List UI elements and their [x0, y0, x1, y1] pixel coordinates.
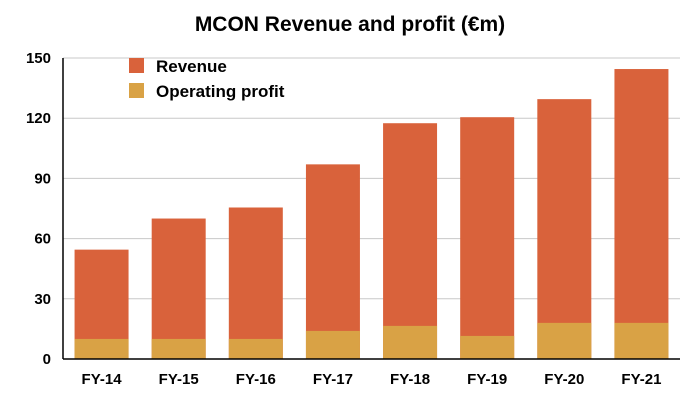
bar-revenue-fy-15	[151, 218, 206, 359]
x-tick-label: FY-14	[82, 371, 123, 388]
y-tick-label: 60	[34, 231, 51, 248]
axes	[62, 58, 680, 360]
bar-operating-profit-fy-14	[74, 338, 129, 359]
bar-operating-profit-fy-20	[537, 322, 592, 359]
bars	[74, 69, 669, 360]
y-tick-labels: 0 30 60 90 120 150	[26, 50, 51, 368]
bar-operating-profit-fy-21	[614, 322, 669, 359]
x-tick-label: FY-18	[390, 371, 430, 388]
y-tick-label: 150	[26, 50, 51, 67]
y-tick-label: 120	[26, 110, 51, 127]
x-tick-label: FY-20	[544, 371, 584, 388]
chart-title: MCON Revenue and profit (€m)	[195, 13, 505, 36]
bar-operating-profit-fy-15	[151, 338, 206, 359]
legend-swatch	[129, 58, 144, 73]
legend: Revenue Operating profit	[129, 57, 285, 101]
x-tick-label: FY-15	[159, 371, 199, 388]
bar-revenue-fy-21	[614, 69, 669, 359]
x-tick-label: FY-21	[621, 371, 661, 388]
legend-label: Operating profit	[156, 82, 285, 101]
bar-operating-profit-fy-19	[460, 335, 515, 359]
x-tick-labels: FY-14 FY-15 FY-16 FY-17 FY-18 FY-19 FY-20 FY-21	[82, 371, 662, 388]
y-tick-label: 0	[43, 351, 51, 368]
y-tick-label: 90	[34, 170, 51, 187]
legend-label: Revenue	[156, 57, 227, 76]
bar-revenue-fy-19	[460, 117, 515, 360]
y-tick-label: 30	[34, 291, 51, 308]
bar-revenue-fy-20	[537, 99, 592, 360]
bar-operating-profit-fy-18	[383, 325, 438, 359]
bar-operating-profit-fy-17	[305, 330, 360, 359]
bar-revenue-fy-16	[228, 207, 283, 359]
x-tick-label: FY-17	[313, 371, 353, 388]
bar-operating-profit-fy-16	[228, 338, 283, 359]
x-tick-label: FY-16	[236, 371, 276, 388]
x-tick-label: FY-19	[467, 371, 507, 388]
legend-swatch	[129, 83, 144, 98]
bar-revenue-fy-17	[305, 164, 360, 359]
bar-revenue-fy-18	[383, 123, 438, 359]
